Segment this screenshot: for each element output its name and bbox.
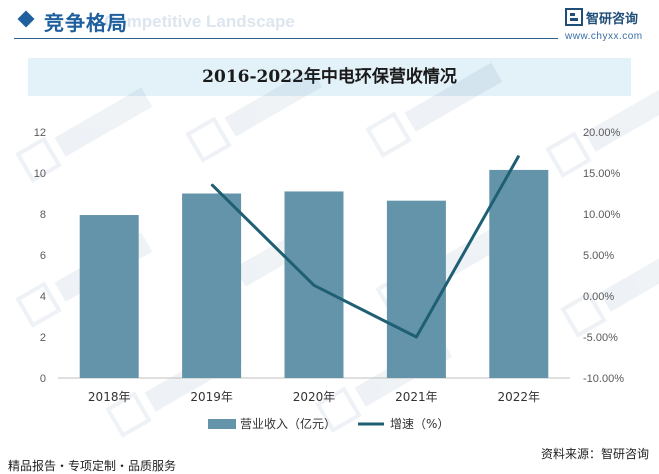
bar-revenue <box>79 215 139 378</box>
footer-slogan: 精品报告・专项定制・品质服务 <box>8 459 177 473</box>
x-tick-label: 2022年 <box>498 390 541 404</box>
y-right-tick-label: 0.00% <box>583 291 614 303</box>
header: Competitive Landscape 竞争格局 智研咨询 www.chyx… <box>0 0 659 44</box>
watermark-logo-icon <box>545 82 659 178</box>
y-right-tick-label: 20.00% <box>583 127 621 139</box>
legend-label-bar: 营业收入（亿元） <box>240 416 336 431</box>
y-left-tick-label: 8 <box>40 209 46 221</box>
y-left-tick-label: 6 <box>40 250 46 262</box>
y-right-tick-label: 5.00% <box>583 250 614 262</box>
watermark-logo-icon <box>560 242 659 338</box>
y-right-tick-label: -5.00% <box>583 332 618 344</box>
y-right-tick-label: 15.00% <box>583 168 621 180</box>
bar-revenue <box>386 200 446 378</box>
chart-title: 2016-2022年中电环保营收情况 <box>202 67 457 87</box>
y-left-tick-label: 4 <box>40 291 46 303</box>
line-point-growth-rate <box>211 183 213 185</box>
legend-swatch-bar <box>208 419 236 429</box>
y-left-tick-label: 12 <box>34 127 46 139</box>
brand-url: www.chyxx.com <box>565 31 643 42</box>
line-point-growth-rate <box>415 336 417 338</box>
header-divider <box>14 38 558 39</box>
x-tick-label: 2019年 <box>190 390 233 404</box>
chart-title-band: 2016-2022年中电环保营收情况 <box>28 58 631 96</box>
section-title: 竞争格局 <box>44 11 128 35</box>
brand-name: 智研咨询 <box>586 12 639 27</box>
y-right-tick-label: 10.00% <box>583 209 621 221</box>
y-left-tick-label: 10 <box>34 168 46 180</box>
y-left-tick-label: 2 <box>40 332 46 344</box>
line-point-growth-rate <box>518 155 520 157</box>
footer-source: 资料来源：智研咨询 <box>540 447 649 461</box>
footer: 精品报告・专项定制・品质服务 资料来源：智研咨询 <box>0 445 659 474</box>
line-growth-rate <box>210 155 521 339</box>
x-tick-label: 2018年 <box>88 390 131 404</box>
bar-revenue <box>182 193 242 378</box>
brand: 智研咨询 www.chyxx.com <box>565 6 655 42</box>
brand-logo-icon <box>565 8 583 26</box>
y-right-tick-label: -10.00% <box>583 373 624 385</box>
section-subtitle-ghost: Competitive Landscape <box>104 12 295 31</box>
line-point-growth-rate <box>313 284 315 286</box>
legend-label-line: 增速（%） <box>390 417 449 431</box>
watermark-logo-icon <box>185 67 323 163</box>
bar-revenue <box>489 169 549 378</box>
x-tick-label: 2020年 <box>293 390 336 404</box>
watermark-logo-icon <box>15 87 153 183</box>
watermark-logo-icon <box>365 62 503 158</box>
y-left-tick-label: 0 <box>40 373 46 385</box>
x-tick-label: 2021年 <box>395 390 438 404</box>
